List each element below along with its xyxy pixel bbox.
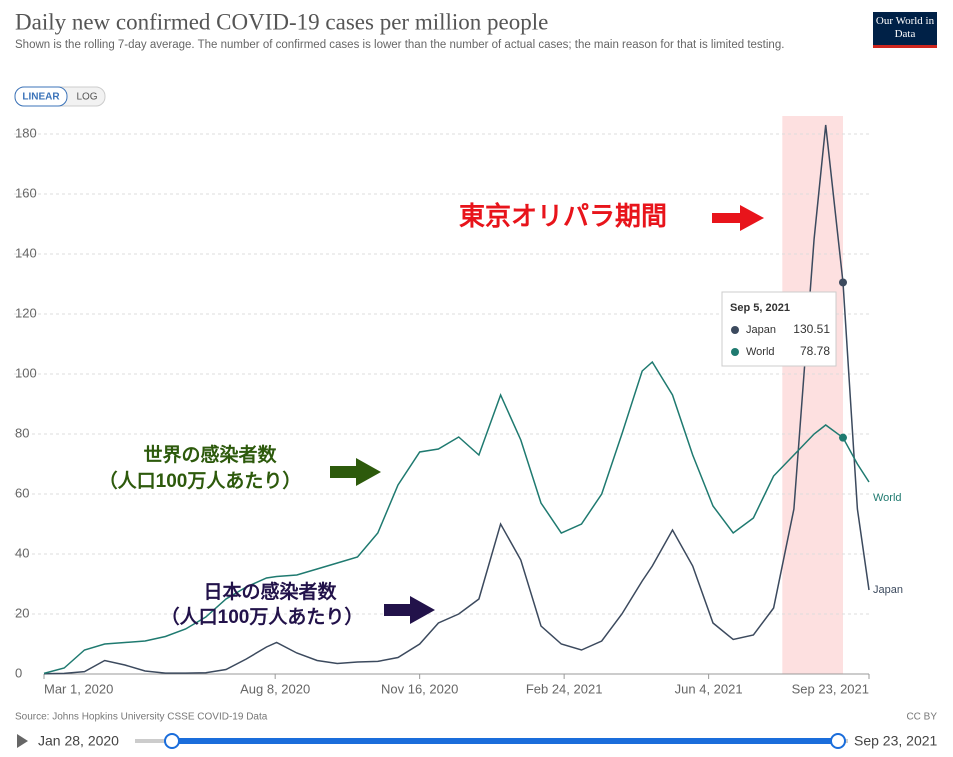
y-tick-label: 80	[15, 425, 29, 440]
slider-handle[interactable]	[164, 733, 180, 749]
slider-start: Jan 28, 2020	[38, 733, 119, 749]
x-tick-label: Sep 23, 2021	[792, 681, 869, 696]
y-tick-label: 0	[15, 665, 22, 680]
series-label: Japan	[873, 584, 903, 596]
license: CC BY	[906, 712, 937, 723]
x-tick-label: Nov 16, 2020	[381, 681, 458, 696]
chart-subtitle: Shown is the rolling 7-day average. The …	[15, 39, 785, 51]
tooltip-name: Japan	[746, 324, 776, 336]
chart-title: Daily new confirmed COVID-19 cases per m…	[15, 9, 548, 34]
tooltip-date: Sep 5, 2021	[730, 302, 790, 314]
slider-end: Sep 23, 2021	[854, 733, 938, 749]
x-tick-label: Jun 4, 2021	[675, 681, 743, 696]
annotation: 東京オリパラ期間	[459, 201, 667, 231]
y-tick-label: 100	[15, 365, 37, 380]
logo	[873, 12, 937, 48]
tooltip-name: World	[746, 346, 775, 358]
tooltip-swatch	[731, 326, 739, 334]
subtitle-box: Shown is the rolling 7-day average. The …	[15, 39, 785, 51]
linear-label[interactable]: LINEAR	[22, 92, 60, 103]
logo-text: Our World in Data	[875, 15, 935, 40]
series-line	[43, 360, 870, 675]
x-tick-label: Mar 1, 2020	[44, 681, 113, 696]
x-tick-label: Feb 24, 2021	[526, 681, 603, 696]
annotation: 世界の感染者数	[143, 443, 277, 466]
source: Source: Johns Hopkins University CSSE CO…	[15, 712, 268, 723]
y-tick-label: 20	[15, 605, 29, 620]
annotation: （人口100万人あたり）	[161, 605, 364, 628]
tooltip-swatch	[731, 348, 739, 356]
slider-range	[172, 738, 838, 744]
x-tick-label: Aug 8, 2020	[240, 681, 310, 696]
y-tick-label: 160	[15, 185, 37, 200]
tooltip	[721, 291, 837, 367]
y-tick-label: 180	[15, 125, 37, 140]
arrow	[712, 205, 764, 231]
arrow	[330, 458, 381, 486]
tooltip-value: 130.51	[793, 322, 830, 336]
y-tick-label: 40	[15, 545, 29, 560]
y-tick-label: 120	[15, 305, 37, 320]
annotation: （人口100万人あたり）	[99, 469, 302, 492]
tooltip-value: 78.78	[800, 344, 830, 358]
hover-dot	[838, 278, 847, 287]
arrow	[384, 596, 435, 624]
plot: 0 20 40 60 80 100 120 140 160 180 Mar 1, 2020 Aug 8…	[14, 116, 903, 696]
linear-button[interactable]	[14, 86, 68, 107]
logo-stripe	[873, 45, 937, 48]
log-label[interactable]: LOG	[76, 92, 97, 103]
play-button[interactable]	[17, 734, 28, 748]
slider-handle[interactable]	[830, 733, 846, 749]
y-tick-label: 140	[15, 245, 37, 260]
series-line	[43, 124, 870, 675]
hover-dot	[838, 433, 847, 442]
logo-box: Our World in Data	[875, 15, 935, 40]
highlight-band	[782, 116, 843, 674]
series-label: World	[873, 492, 902, 504]
y-tick-label: 60	[15, 485, 29, 500]
annotation: 日本の感染者数	[203, 580, 337, 603]
